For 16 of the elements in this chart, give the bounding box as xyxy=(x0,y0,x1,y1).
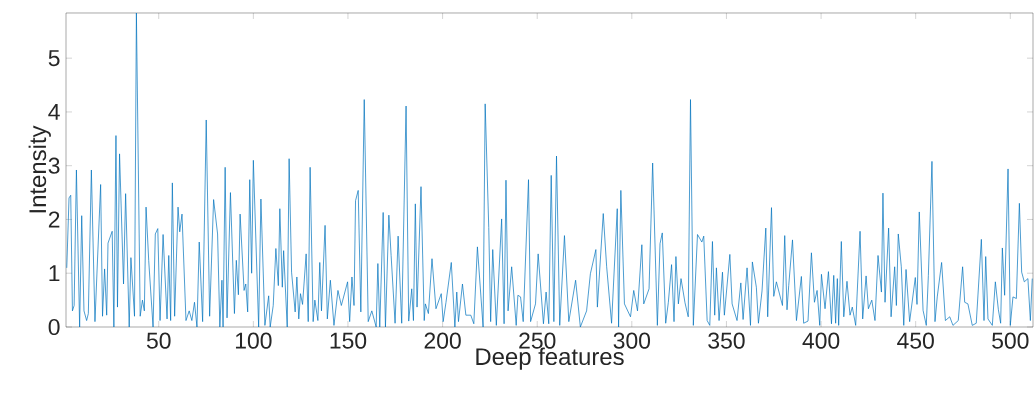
x-tick-label: 100 xyxy=(235,332,272,349)
x-tick-label: 500 xyxy=(992,332,1029,349)
x-tick-label: 150 xyxy=(330,332,367,349)
line-series xyxy=(66,13,1033,327)
x-tick-label: 350 xyxy=(708,332,745,349)
x-tick-label: 400 xyxy=(802,332,840,349)
y-tick-label: 5 xyxy=(48,50,60,67)
x-tick-label: 200 xyxy=(424,332,461,349)
x-tick-label: 300 xyxy=(613,332,651,349)
x-tick-label: 250 xyxy=(519,332,556,349)
y-tick-label: 1 xyxy=(49,265,60,282)
y-tick-label: 0 xyxy=(48,318,60,336)
x-tick-label: 50 xyxy=(146,332,171,349)
y-tick-label: 2 xyxy=(48,211,60,228)
y-tick-label: 4 xyxy=(48,104,60,120)
x-tick-label: 450 xyxy=(897,332,934,349)
